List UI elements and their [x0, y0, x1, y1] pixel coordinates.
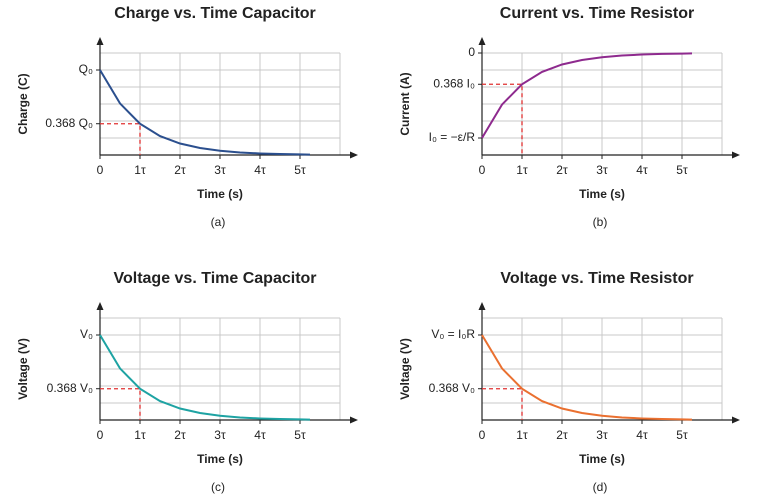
- chart-panel: Charge vs. Time Capacitor 0 1τ 2τ 3τ 4τ 5τ Q₀ 0.…: [16, 5, 358, 229]
- data-line: [99, 334, 311, 421]
- x-tick-label: 4τ: [254, 428, 266, 442]
- guide-line: [482, 388, 523, 420]
- chart-title: Voltage vs. Time Capacitor: [113, 270, 316, 287]
- x-tick-label: 0: [97, 163, 104, 177]
- x-tick-label: 5τ: [676, 163, 688, 177]
- x-tick-label: 2τ: [556, 428, 568, 442]
- x-axis-arrow: [350, 416, 358, 424]
- x-tick-label: 3τ: [596, 163, 608, 177]
- x-tick-label: 2τ: [174, 428, 186, 442]
- x-tick-label: 3τ: [214, 428, 226, 442]
- x-tick-label: 1τ: [134, 163, 146, 177]
- chart-panel: Current vs. Time Resistor 0 1τ 2τ 3τ 4τ 5τ 0 0.3…: [398, 5, 740, 229]
- x-axis-label: Time (s): [579, 187, 625, 201]
- y-axis-label: Current (A): [398, 72, 412, 135]
- caption: (a): [211, 215, 226, 229]
- y-tick-label: 0.368 I₀: [433, 76, 475, 90]
- y-tick-label: V₀ = I₀R: [431, 327, 475, 341]
- caption: (d): [593, 480, 608, 494]
- y-axis-arrow: [96, 37, 104, 45]
- chart-panel: Voltage vs. Time Capacitor 0 1τ 2τ 3τ 4τ 5τ V₀ 0…: [16, 270, 358, 494]
- chart-title: Current vs. Time Resistor: [500, 5, 694, 22]
- y-axis-arrow: [478, 302, 486, 310]
- x-tick-label: 0: [479, 428, 486, 442]
- chart-panel: Voltage vs. Time Resistor 0 1τ 2τ 3τ 4τ 5τ V₀ =…: [398, 270, 740, 494]
- caption: (c): [211, 480, 225, 494]
- y-tick-label: Q₀: [79, 62, 93, 76]
- x-tick-label: 2τ: [174, 163, 186, 177]
- guide-line: [482, 83, 523, 155]
- guide-line: [100, 123, 141, 155]
- y-tick-label: 0.368 Q₀: [45, 116, 93, 130]
- y-axis-arrow: [478, 37, 486, 45]
- x-tick-label: 0: [479, 163, 486, 177]
- x-tick-label: 5τ: [676, 428, 688, 442]
- y-axis-arrow: [96, 302, 104, 310]
- data-line: [481, 52, 693, 139]
- y-tick-label: V₀: [80, 327, 93, 341]
- x-axis-arrow: [732, 416, 740, 424]
- y-axis-label: Voltage (V): [16, 338, 30, 400]
- x-tick-label: 4τ: [636, 163, 648, 177]
- x-axis-label: Time (s): [579, 452, 625, 466]
- x-tick-label: 4τ: [254, 163, 266, 177]
- chart-title: Charge vs. Time Capacitor: [114, 5, 316, 22]
- x-axis-label: Time (s): [197, 187, 243, 201]
- x-tick-label: 1τ: [134, 428, 146, 442]
- x-tick-label: 3τ: [214, 163, 226, 177]
- x-tick-label: 1τ: [516, 428, 528, 442]
- x-axis-label: Time (s): [197, 452, 243, 466]
- y-tick-label: 0.368 V₀: [47, 381, 93, 395]
- x-axis-arrow: [350, 151, 358, 159]
- x-tick-label: 5τ: [294, 428, 306, 442]
- y-tick-label: I₀ = −ε/R: [429, 130, 476, 144]
- data-line: [99, 69, 311, 156]
- y-axis-label: Voltage (V): [398, 338, 412, 400]
- y-axis-label: Charge (C): [16, 73, 30, 134]
- chart-title: Voltage vs. Time Resistor: [500, 270, 693, 287]
- x-tick-label: 5τ: [294, 163, 306, 177]
- x-tick-label: 2τ: [556, 163, 568, 177]
- y-tick-label: 0.368 V₀: [429, 381, 475, 395]
- caption: (b): [593, 215, 608, 229]
- x-tick-label: 0: [97, 428, 104, 442]
- data-line: [481, 334, 693, 421]
- y-tick-label: 0: [468, 45, 475, 59]
- x-tick-label: 1τ: [516, 163, 528, 177]
- x-tick-label: 4τ: [636, 428, 648, 442]
- x-axis-arrow: [732, 151, 740, 159]
- x-tick-label: 3τ: [596, 428, 608, 442]
- guide-line: [100, 388, 141, 420]
